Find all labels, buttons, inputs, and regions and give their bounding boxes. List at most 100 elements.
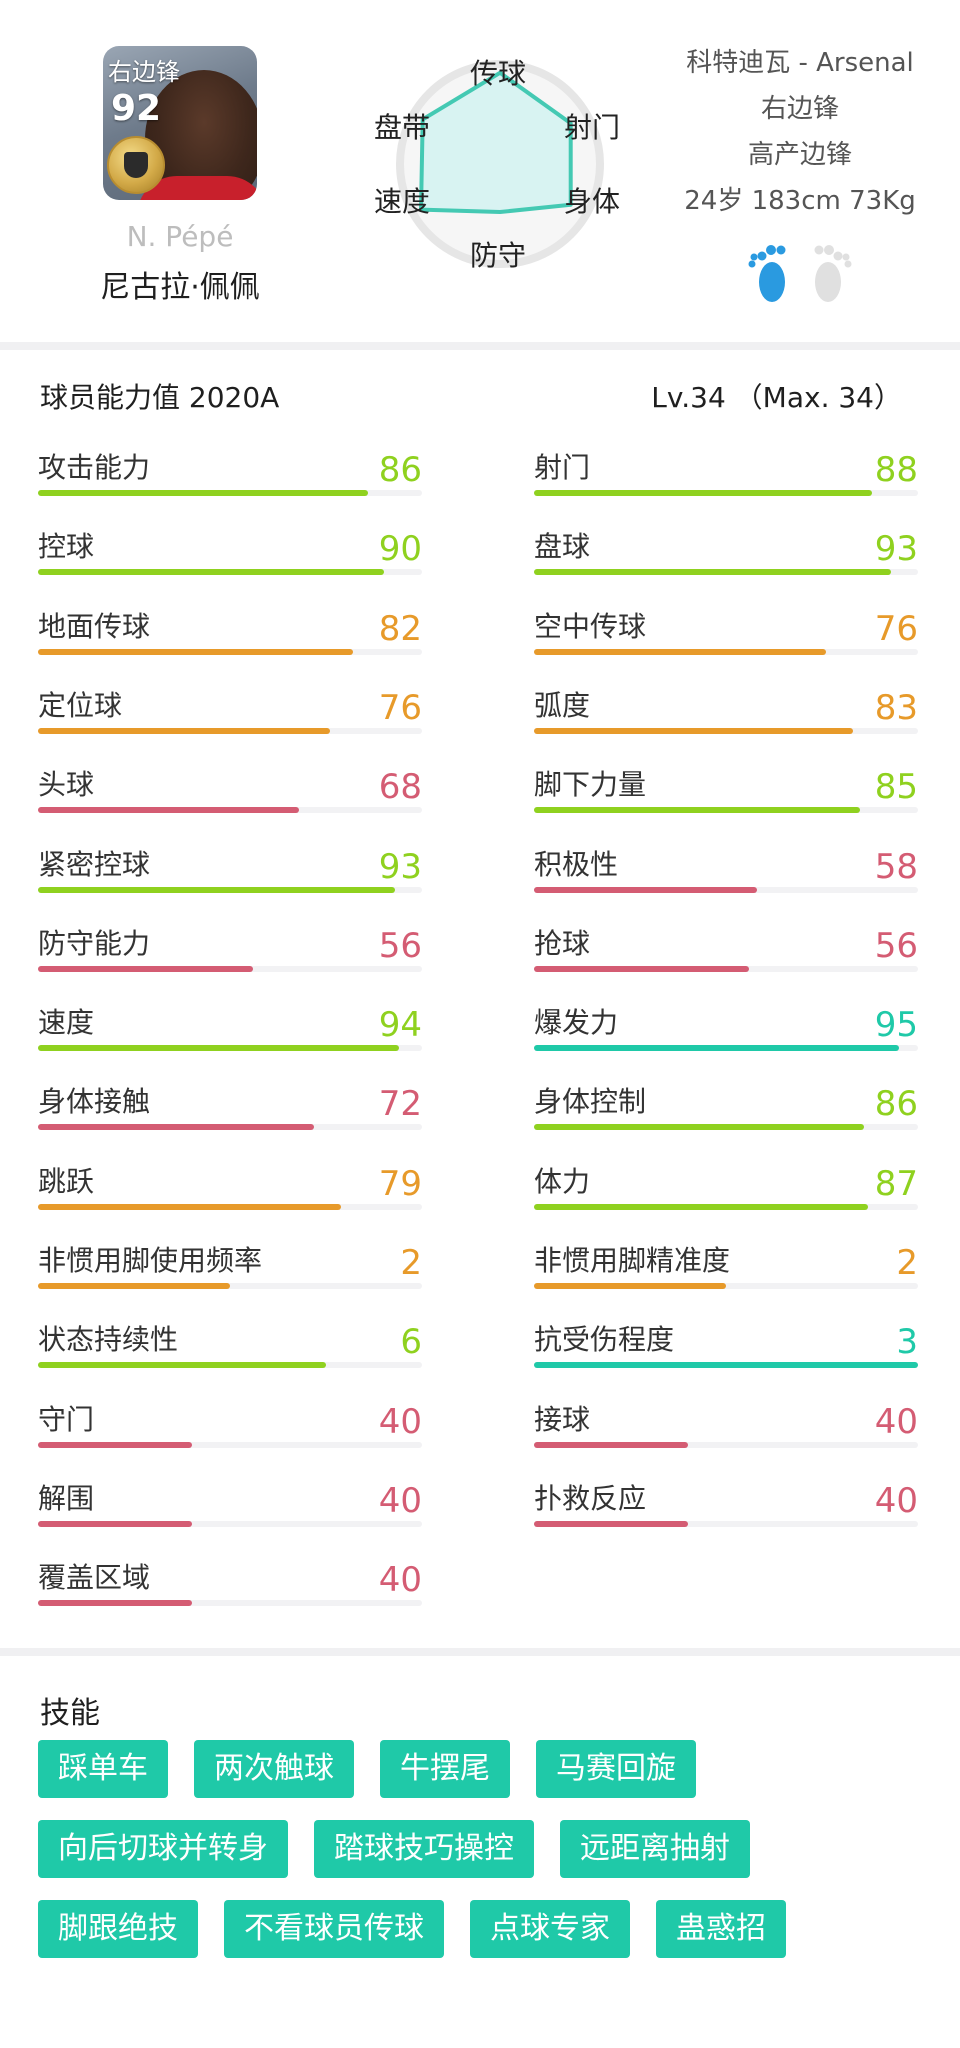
stat-bar-track	[38, 886, 422, 893]
stat-row: 覆盖区域 40	[38, 1546, 422, 1625]
stat-bar-track	[38, 1520, 422, 1527]
stat-value: 3	[896, 1322, 918, 1363]
stat-row: 定位球 76	[38, 674, 422, 753]
stats-level: Lv.34 （Max. 34）	[651, 381, 902, 414]
stat-value: 6	[400, 1322, 422, 1363]
stat-bar-fill	[534, 807, 861, 814]
stat-value: 83	[874, 687, 918, 728]
skill-chip[interactable]: 踩单车	[38, 1740, 168, 1798]
stat-row: 跳跃 79	[38, 1150, 422, 1229]
stat-row: 身体接触 72	[38, 1070, 422, 1149]
stat-bar-track	[534, 1441, 918, 1448]
stat-row: 地面传球 82	[38, 595, 422, 674]
stat-bar-track	[38, 727, 422, 734]
stat-label: 接球	[534, 1402, 591, 1436]
stat-label: 身体接触	[38, 1085, 151, 1119]
stat-label: 头球	[38, 768, 95, 802]
card-position: 右边锋	[108, 58, 180, 86]
stat-bar-fill	[534, 1124, 865, 1131]
skill-chip[interactable]: 不看球员传球	[224, 1900, 444, 1958]
section-divider	[0, 1648, 960, 1656]
stat-bar-track	[534, 965, 918, 972]
skill-chip[interactable]: 点球专家	[470, 1900, 630, 1958]
stat-bar-fill	[534, 1362, 918, 1369]
stat-label: 射门	[534, 451, 591, 484]
stat-label: 防守能力	[38, 926, 151, 960]
stat-bar-fill	[534, 490, 872, 496]
radar-label-speed: 速度	[374, 185, 431, 218]
player-card[interactable]: 右边锋 92	[103, 46, 257, 200]
stat-bar-fill	[38, 1045, 399, 1052]
stat-value: 90	[378, 529, 422, 570]
stat-value: 85	[874, 767, 918, 808]
radar-polygon	[419, 70, 573, 214]
player-header: 右边锋 92 N. Pépé 尼古拉·佩佩 传球 射门 身体 防守 速度 盘带 …	[0, 0, 960, 342]
stat-label: 覆盖区域	[38, 1561, 151, 1595]
stat-bar-fill	[534, 1520, 688, 1527]
stat-row: 扑救反应 40	[534, 1467, 918, 1546]
skill-chip[interactable]: 两次触球	[194, 1740, 354, 1798]
player-club: 科特迪瓦 - Arsenal	[686, 48, 914, 78]
skill-chip[interactable]: 蛊惑招	[656, 1900, 786, 1958]
stat-value: 93	[874, 529, 918, 570]
stat-label: 弧度	[534, 688, 591, 722]
stat-bar-fill	[534, 1203, 869, 1210]
stat-bar-track	[38, 1045, 422, 1052]
stat-value: 82	[378, 608, 422, 649]
stat-value: 58	[874, 846, 918, 887]
player-position: 右边锋	[760, 94, 839, 124]
stat-value: 40	[378, 1480, 422, 1521]
skill-chip[interactable]: 马赛回旋	[536, 1740, 696, 1798]
stat-row: 解围 40	[38, 1467, 422, 1546]
stat-label: 地面传球	[38, 609, 151, 643]
stat-row: 身体控制 86	[534, 1070, 918, 1149]
stat-label: 状态持续性	[38, 1323, 179, 1357]
stat-bar-track	[534, 1045, 918, 1052]
stat-value: 76	[874, 608, 918, 649]
stat-bar-track	[534, 1203, 918, 1210]
stat-bar-fill	[38, 569, 384, 576]
radar-label-dribbling: 盘带	[374, 111, 431, 144]
stat-label: 脚下力量	[534, 768, 647, 802]
stat-bar-track	[534, 648, 918, 655]
stat-bar-fill	[534, 727, 853, 734]
stat-row: 接球 40	[534, 1388, 918, 1467]
radar-label-passing: 传球	[470, 57, 527, 90]
gold-medal-icon	[107, 136, 165, 194]
stat-bar-fill	[534, 1441, 688, 1448]
skill-chip[interactable]: 向后切球并转身	[38, 1820, 288, 1878]
stat-bar-track	[38, 1203, 422, 1210]
skill-chip[interactable]: 脚跟绝技	[38, 1900, 198, 1958]
skill-chip[interactable]: 踏球技巧操控	[314, 1820, 534, 1878]
skill-chip[interactable]: 牛摆尾	[380, 1740, 510, 1798]
stat-value: 56	[874, 925, 918, 966]
stat-bar-track	[534, 1520, 918, 1527]
stat-bar-fill	[534, 1283, 726, 1289]
stat-row: 头球 68	[38, 753, 422, 832]
stat-label: 抢球	[534, 926, 591, 960]
stat-bar-fill	[38, 1600, 192, 1607]
stat-row: 爆发力 95	[534, 991, 918, 1070]
stat-value: 40	[378, 1401, 422, 1442]
stat-bar-fill	[38, 727, 330, 734]
stat-bar-fill	[38, 1283, 230, 1289]
stat-value: 86	[378, 450, 422, 490]
stat-value: 87	[874, 1163, 918, 1204]
stat-bar-fill	[534, 648, 826, 655]
stat-bar-fill	[38, 807, 300, 814]
stat-label: 扑救反应	[534, 1481, 647, 1515]
stat-row: 积极性 58	[534, 833, 918, 912]
stat-label: 紧密控球	[38, 847, 151, 881]
skills-title: 技能	[40, 1696, 100, 1731]
stat-bar-fill	[38, 1203, 342, 1210]
skill-chip[interactable]: 远距离抽射	[560, 1820, 750, 1878]
stat-row: 抢球 56	[534, 912, 918, 991]
left-foot-icon	[748, 245, 786, 302]
stat-label: 解围	[38, 1481, 95, 1515]
player-style: 高产边锋	[747, 140, 852, 170]
stat-bar-fill	[38, 1362, 326, 1369]
stat-bar-fill	[534, 1045, 899, 1052]
stat-bar-fill	[38, 1124, 315, 1131]
stat-row: 守门 40	[38, 1388, 422, 1467]
card-overall-rating: 92	[111, 88, 162, 129]
